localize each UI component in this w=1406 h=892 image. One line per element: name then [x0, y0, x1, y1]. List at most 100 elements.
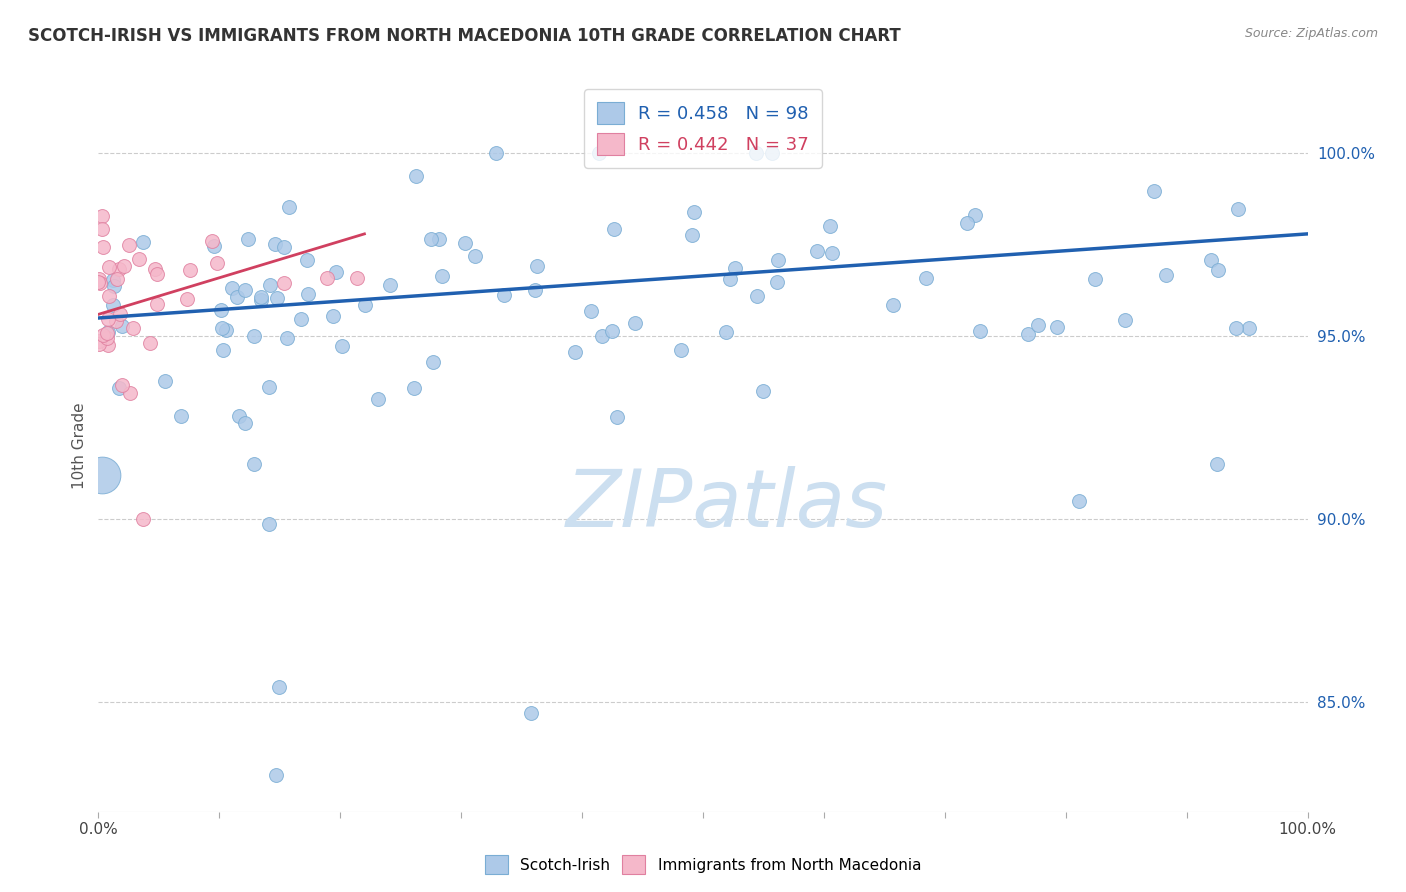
- Point: [1154, 268, 1177, 282]
- Point: [131, 235, 153, 249]
- Point: [143, 262, 166, 277]
- Point: [96, 326, 118, 340]
- Point: [380, 278, 402, 293]
- Point: [97, 312, 120, 326]
- Point: [588, 146, 610, 161]
- Point: [485, 146, 508, 161]
- Point: [761, 146, 783, 161]
- Point: [600, 324, 623, 338]
- Point: [882, 298, 904, 312]
- Point: [956, 216, 979, 230]
- Point: [211, 321, 233, 335]
- Point: [91, 468, 114, 483]
- Point: [520, 706, 543, 721]
- Point: [745, 289, 768, 303]
- Y-axis label: 10th Grade: 10th Grade: [72, 402, 87, 490]
- Point: [1017, 326, 1039, 341]
- Point: [322, 309, 344, 323]
- Point: [226, 289, 249, 303]
- Point: [405, 169, 427, 183]
- Point: [752, 384, 775, 398]
- Point: [332, 339, 354, 353]
- Point: [420, 232, 443, 246]
- Point: [681, 228, 703, 243]
- Point: [179, 263, 201, 277]
- Point: [453, 236, 475, 251]
- Point: [176, 292, 198, 306]
- Point: [266, 767, 288, 781]
- Point: [170, 409, 193, 423]
- Point: [90, 222, 112, 236]
- Point: [264, 237, 287, 252]
- Point: [494, 288, 516, 302]
- Point: [233, 283, 256, 297]
- Point: [139, 336, 162, 351]
- Point: [526, 259, 548, 273]
- Point: [1201, 252, 1223, 267]
- Point: [257, 516, 280, 531]
- Point: [146, 267, 169, 281]
- Point: [221, 280, 243, 294]
- Text: SCOTCH-IRISH VS IMMIGRANTS FROM NORTH MACEDONIA 10TH GRADE CORRELATION CHART: SCOTCH-IRISH VS IMMIGRANTS FROM NORTH MA…: [28, 27, 901, 45]
- Point: [257, 380, 280, 394]
- Point: [233, 416, 256, 430]
- Point: [212, 343, 235, 357]
- Legend: R = 0.458   N = 98, R = 0.442   N = 37: R = 0.458 N = 98, R = 0.442 N = 37: [585, 89, 821, 168]
- Point: [683, 205, 706, 219]
- Point: [146, 297, 169, 311]
- Point: [346, 271, 368, 285]
- Point: [915, 271, 938, 285]
- Point: [353, 298, 375, 312]
- Point: [1226, 202, 1249, 216]
- Point: [107, 381, 129, 395]
- Point: [564, 345, 586, 359]
- Point: [107, 261, 129, 276]
- Point: [1084, 272, 1107, 286]
- Point: [98, 260, 121, 275]
- Point: [96, 338, 118, 352]
- Point: [87, 276, 110, 290]
- Point: [90, 209, 112, 223]
- Point: [524, 283, 547, 297]
- Point: [432, 268, 454, 283]
- Point: [1205, 458, 1227, 472]
- Point: [367, 392, 389, 406]
- Point: [623, 316, 645, 330]
- Point: [96, 331, 118, 345]
- Point: [1069, 494, 1091, 508]
- Point: [266, 291, 288, 305]
- Point: [259, 278, 281, 293]
- Point: [101, 298, 124, 312]
- Point: [273, 277, 295, 291]
- Point: [105, 314, 128, 328]
- Point: [215, 323, 238, 337]
- Point: [1046, 319, 1069, 334]
- Text: Source: ZipAtlas.com: Source: ZipAtlas.com: [1244, 27, 1378, 40]
- Point: [89, 271, 111, 285]
- Point: [818, 219, 841, 233]
- Point: [87, 334, 110, 348]
- Point: [714, 325, 737, 339]
- Point: [325, 265, 347, 279]
- Point: [276, 331, 298, 345]
- Point: [969, 324, 991, 338]
- Legend: Scotch-Irish, Immigrants from North Macedonia: Scotch-Irish, Immigrants from North Mace…: [479, 849, 927, 880]
- Point: [101, 273, 124, 287]
- Point: [724, 261, 747, 276]
- Point: [1206, 263, 1229, 277]
- Point: [128, 252, 150, 266]
- Point: [91, 240, 114, 254]
- Point: [277, 200, 299, 214]
- Point: [422, 355, 444, 369]
- Point: [91, 327, 114, 342]
- Point: [765, 275, 787, 289]
- Point: [202, 239, 225, 253]
- Point: [89, 276, 111, 290]
- Point: [118, 237, 141, 252]
- Point: [591, 328, 613, 343]
- Point: [105, 272, 128, 286]
- Point: [404, 381, 426, 395]
- Point: [745, 146, 768, 161]
- Point: [290, 312, 312, 326]
- Point: [965, 208, 987, 222]
